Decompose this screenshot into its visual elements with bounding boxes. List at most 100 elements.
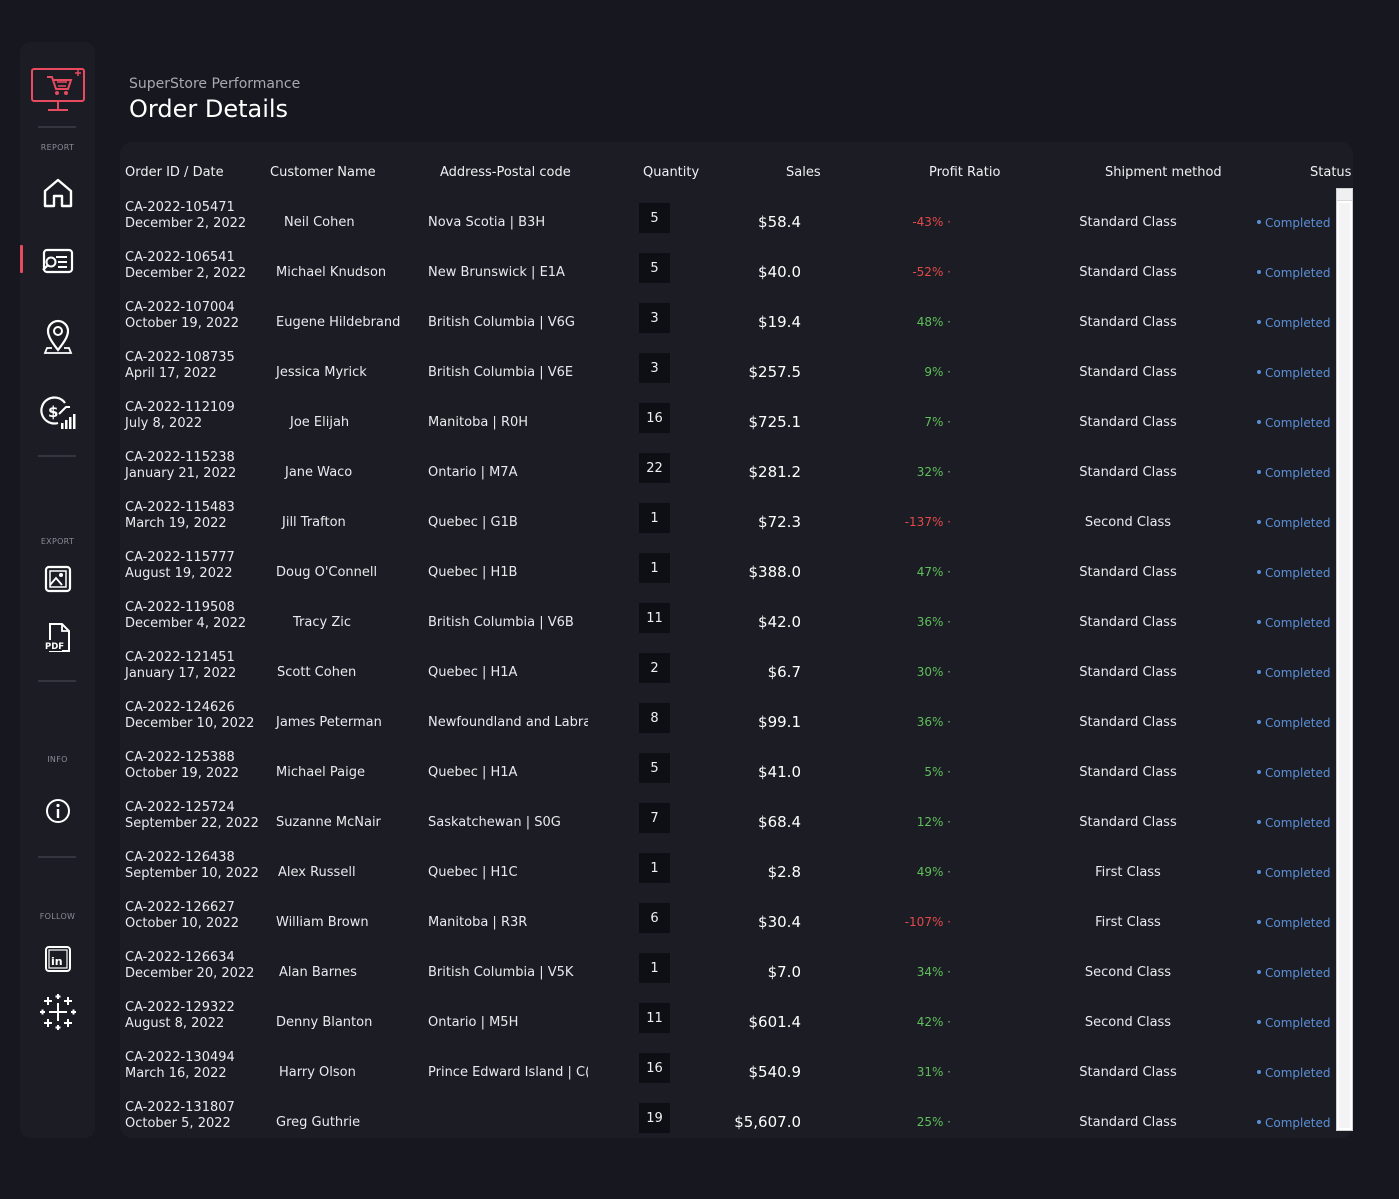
column-header-order[interactable]: Order ID / Date bbox=[125, 165, 224, 180]
column-header-status[interactable]: Status bbox=[1310, 165, 1352, 180]
shipment-method: Standard Class bbox=[1079, 265, 1177, 280]
order-id: CA-2022-112109 bbox=[125, 400, 235, 415]
info-icon[interactable] bbox=[20, 793, 95, 829]
profit-ratio-value: -52% bbox=[912, 265, 944, 279]
table-row[interactable]: CA-2022-115483 March 19, 2022 Jill Trafton… bbox=[120, 499, 1334, 549]
profit-ratio: 31% · bbox=[831, 1065, 951, 1079]
quantity-badge: 3 bbox=[639, 303, 670, 333]
home-icon[interactable] bbox=[20, 175, 95, 211]
dollar-chart-icon[interactable]: $ bbox=[20, 392, 95, 432]
column-header-address[interactable]: Address-Postal code bbox=[440, 165, 571, 180]
image-icon[interactable] bbox=[20, 561, 95, 597]
status-badge: Completed bbox=[1257, 316, 1330, 330]
status-dot bbox=[1257, 569, 1261, 574]
status-text: Completed bbox=[1265, 616, 1331, 630]
order-date: March 16, 2022 bbox=[125, 1066, 227, 1081]
status-badge: Completed bbox=[1257, 816, 1330, 830]
table-row[interactable]: CA-2022-108735 April 17, 2022 Jessica Myri… bbox=[120, 349, 1334, 399]
customer-name: Neil Cohen bbox=[284, 215, 355, 230]
table-row[interactable]: CA-2022-119508 December 4, 2022 Tracy Zic B… bbox=[120, 599, 1334, 649]
column-header-customer[interactable]: Customer Name bbox=[270, 165, 376, 180]
profit-ratio-value: 42% bbox=[916, 1015, 944, 1029]
sales-value: $281.2 bbox=[748, 463, 802, 481]
status-badge: Completed bbox=[1257, 216, 1330, 230]
table-row[interactable]: CA-2022-115777 August 19, 2022 Doug O'Conn… bbox=[120, 549, 1334, 599]
shipment-method: Second Class bbox=[1084, 1015, 1172, 1030]
profit-ratio-value: -107% bbox=[904, 915, 944, 929]
customer-name: William Brown bbox=[276, 915, 369, 930]
table-row[interactable]: CA-2022-131807 October 5, 2022 Greg Guthri… bbox=[120, 1099, 1334, 1149]
pdf-icon[interactable]: PDF bbox=[20, 620, 95, 656]
order-cell: CA-2022-131807 October 5, 2022 bbox=[125, 1100, 235, 1132]
sales-value: $72.3 bbox=[758, 513, 801, 531]
order-id: CA-2022-126438 bbox=[125, 850, 235, 865]
status-badge: Completed bbox=[1257, 666, 1330, 680]
status-dot bbox=[1257, 719, 1261, 724]
address-postal: British Columbia | V6G bbox=[428, 315, 575, 330]
table-row[interactable]: CA-2022-129322 August 8, 2022 Denny Blanto… bbox=[120, 999, 1334, 1049]
table-row[interactable]: CA-2022-106541 December 2, 2022 Michael Kn… bbox=[120, 249, 1334, 299]
scrollbar[interactable] bbox=[1336, 188, 1353, 1131]
profit-ratio: 32% · bbox=[831, 465, 951, 479]
profit-ratio-value: 31% bbox=[916, 1065, 944, 1079]
quantity-badge: 11 bbox=[639, 1003, 670, 1033]
table-row[interactable]: CA-2022-121451 January 17, 2022 Scott Cohe… bbox=[120, 649, 1334, 699]
sales-value: $99.1 bbox=[758, 713, 801, 731]
order-id: CA-2022-125388 bbox=[125, 750, 235, 765]
linkedin-icon[interactable]: in bbox=[20, 941, 95, 977]
address-postal: Manitoba | R0H bbox=[428, 415, 529, 430]
table-row[interactable]: CA-2022-125724 September 22, 2022 Suzanne … bbox=[120, 799, 1334, 849]
profit-ratio: 48% · bbox=[831, 315, 951, 329]
customer-name: Jill Trafton bbox=[282, 515, 346, 530]
shipment-method: Standard Class bbox=[1079, 715, 1177, 730]
status-text: Completed bbox=[1265, 766, 1331, 780]
table-row[interactable]: CA-2022-126634 December 20, 2022 Alan Barn… bbox=[120, 949, 1334, 999]
table-row[interactable]: CA-2022-105471 December 2, 2022 Neil Cohen… bbox=[120, 199, 1334, 249]
status-dot bbox=[1257, 219, 1261, 224]
customer-name: Greg Guthrie bbox=[276, 1115, 361, 1130]
sidebar-divider bbox=[38, 680, 76, 682]
order-id: CA-2022-131807 bbox=[125, 1100, 235, 1115]
tableau-icon[interactable] bbox=[20, 992, 95, 1032]
column-header-profit[interactable]: Profit Ratio bbox=[929, 165, 1001, 180]
page-subtitle: SuperStore Performance bbox=[129, 76, 301, 92]
table-row[interactable]: CA-2022-124626 December 10, 2022 James Pet… bbox=[120, 699, 1334, 749]
sidebar-divider bbox=[38, 126, 76, 128]
column-header-shipment[interactable]: Shipment method bbox=[1105, 165, 1222, 180]
order-date: December 2, 2022 bbox=[125, 266, 247, 281]
table-row[interactable]: CA-2022-107004 October 19, 2022 Eugene Hil… bbox=[120, 299, 1334, 349]
column-header-sales[interactable]: Sales bbox=[786, 165, 821, 180]
active-indicator bbox=[20, 245, 23, 273]
scroll-up-arrow[interactable] bbox=[1337, 189, 1352, 201]
profit-ratio: 5% · bbox=[831, 765, 951, 779]
status-text: Completed bbox=[1265, 916, 1331, 930]
profit-indicator-dot: · bbox=[943, 715, 951, 729]
table-row[interactable]: CA-2022-112109 July 8, 2022 Joe Elijah Mani… bbox=[120, 399, 1334, 449]
profit-ratio: 42% · bbox=[831, 1015, 951, 1029]
map-pin-icon[interactable] bbox=[20, 316, 95, 356]
status-badge: Completed bbox=[1257, 616, 1330, 630]
address-postal: New Brunswick | E1A bbox=[428, 265, 565, 280]
address-postal: Quebec | H1A bbox=[428, 765, 518, 780]
address-postal: Nova Scotia | B3H bbox=[428, 215, 546, 230]
order-date: August 19, 2022 bbox=[125, 566, 233, 581]
table-row[interactable]: CA-2022-126627 October 10, 2022 William Br… bbox=[120, 899, 1334, 949]
address-postal: Quebec | H1C bbox=[428, 865, 518, 880]
table-row[interactable]: CA-2022-126438 September 10, 2022 Alex Rus… bbox=[120, 849, 1334, 899]
section-label-export: EXPORT bbox=[40, 536, 75, 546]
table-row[interactable]: CA-2022-125388 October 19, 2022 Michael Pa… bbox=[120, 749, 1334, 799]
column-header-quantity[interactable]: Quantity bbox=[643, 165, 700, 180]
scrollbar-thumb[interactable] bbox=[1339, 203, 1350, 1128]
status-badge: Completed bbox=[1257, 916, 1330, 930]
order-details-icon[interactable] bbox=[20, 245, 95, 281]
status-dot bbox=[1257, 469, 1261, 474]
status-dot bbox=[1257, 419, 1261, 424]
customer-name: Suzanne McNair bbox=[276, 815, 381, 830]
table-row[interactable]: CA-2022-115238 January 21, 2022 Jane Waco O… bbox=[120, 449, 1334, 499]
quantity-badge: 16 bbox=[639, 403, 670, 433]
status-text: Completed bbox=[1265, 566, 1331, 580]
order-cell: CA-2022-108735 April 17, 2022 bbox=[125, 350, 235, 382]
shipment-method: First Class bbox=[1095, 915, 1161, 930]
table-row[interactable]: CA-2022-130494 March 16, 2022 Harry Olson P… bbox=[120, 1049, 1334, 1099]
order-id: CA-2022-115483 bbox=[125, 500, 235, 515]
